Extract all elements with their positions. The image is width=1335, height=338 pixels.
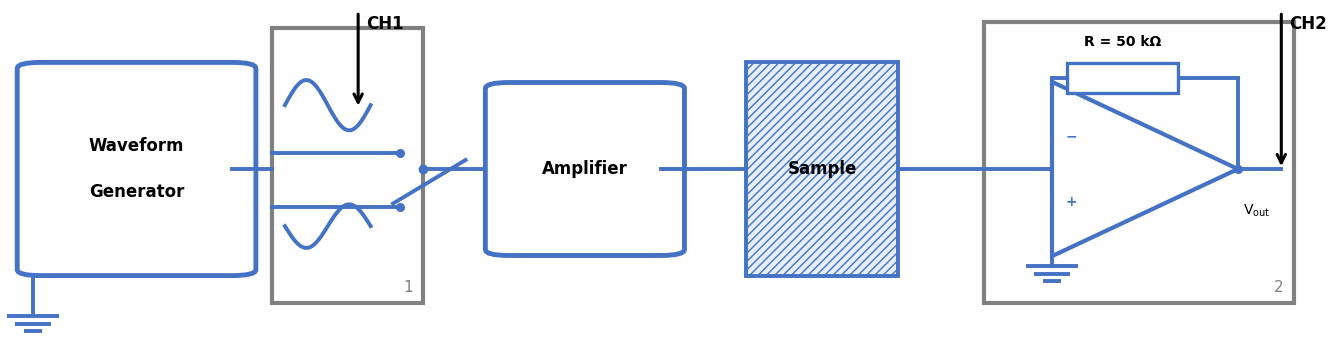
Polygon shape: [1052, 82, 1238, 256]
FancyBboxPatch shape: [486, 82, 685, 256]
Text: R = 50 kΩ: R = 50 kΩ: [1084, 35, 1161, 49]
Text: Generator: Generator: [89, 184, 184, 201]
Bar: [746, 62, 898, 276]
Text: Waveform: Waveform: [89, 137, 184, 154]
Text: Sample: Sample: [788, 160, 857, 178]
Text: Amplifier: Amplifier: [542, 160, 627, 178]
Text: 1: 1: [403, 280, 413, 295]
Text: 2: 2: [1274, 280, 1283, 295]
Text: −: −: [1065, 129, 1077, 143]
Text: +: +: [1065, 195, 1077, 209]
FancyBboxPatch shape: [17, 63, 256, 275]
Bar: [984, 22, 1294, 303]
Text: CH2: CH2: [1290, 15, 1327, 33]
Bar: [746, 62, 898, 276]
Text: $\mathregular{V_{out}}$: $\mathregular{V_{out}}$: [1243, 202, 1271, 219]
Text: CH1: CH1: [366, 15, 403, 33]
Bar: [1067, 63, 1179, 93]
Bar: [272, 28, 423, 303]
